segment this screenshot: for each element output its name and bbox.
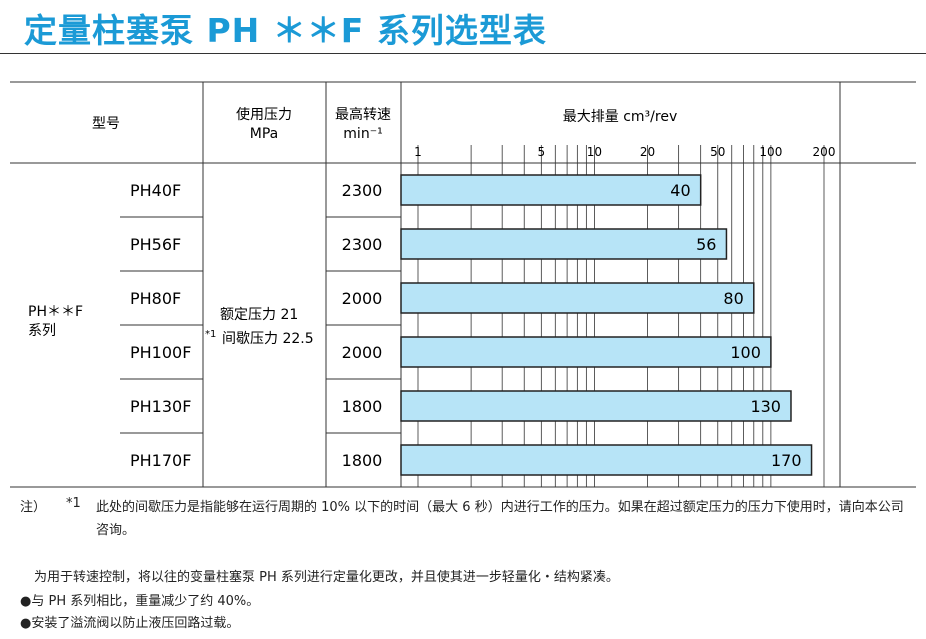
displacement-value: 56 — [696, 235, 716, 254]
x-tick-label: 10 — [587, 145, 602, 159]
series-label-line2: 系列 — [28, 323, 56, 339]
model-name: PH170F — [130, 451, 191, 470]
displacement-bar — [400, 444, 813, 476]
model-name: PH56F — [130, 235, 181, 254]
displacement-bar — [400, 174, 702, 206]
intermittent-pressure: 间歇压力 22.5 — [222, 331, 314, 347]
rated-pressure: 额定压力 21 — [220, 307, 298, 323]
header-speed-line1: 最高转速 — [335, 106, 391, 123]
max-speed-value: 2300 — [342, 181, 383, 200]
displacement-bar — [400, 282, 755, 314]
bullet-weight: ●与 PH 系列相比，重量减少了约 40%。 — [20, 594, 260, 609]
model-name: PH100F — [130, 343, 191, 362]
model-name: PH40F — [130, 181, 181, 200]
displacement-value: 130 — [750, 397, 781, 416]
model-name: PH80F — [130, 289, 181, 308]
selection-table: 型号 使用压力 MPa 最高转速 min⁻¹ 最大排量 cm³/rev 1 5 10… — [10, 81, 916, 488]
title-divider — [0, 53, 926, 54]
max-speed-value: 2000 — [342, 343, 383, 362]
footnote-tag: 注） — [20, 500, 47, 515]
displacement-value: 80 — [723, 289, 743, 308]
displacement-bar — [400, 228, 728, 260]
pressure-footnote-ref: *1 — [205, 329, 216, 340]
x-tick-label: 200 — [813, 145, 836, 159]
max-speed-value: 2300 — [342, 235, 383, 254]
series-label-line1: PH＊＊F — [28, 304, 83, 320]
x-tick-label: 20 — [640, 145, 655, 159]
x-tick-label: 1 — [414, 145, 422, 159]
table-rows: PH40F 2300 40 PH56F 2300 56 PH80F 2000 80 PH100F 2… — [130, 174, 813, 476]
max-speed-value: 1800 — [342, 397, 383, 416]
header-pressure-line1: 使用压力 — [236, 106, 292, 123]
header-displacement: 最大排量 cm³/rev — [563, 109, 677, 125]
max-speed-value: 2000 — [342, 289, 383, 308]
x-tick-label: 100 — [759, 145, 782, 159]
header-speed-line2: min⁻¹ — [343, 126, 382, 142]
displacement-value: 170 — [771, 451, 802, 470]
displacement-bar — [400, 336, 772, 368]
table-grid — [10, 81, 916, 488]
intro-text: 为用于转速控制，将以往的变量柱塞泵 PH 系列进行定量化更改，并且使其进一步轻量… — [34, 570, 619, 585]
x-tick-label: 50 — [710, 145, 725, 159]
displacement-bar — [400, 390, 792, 422]
header-pressure-line2: MPa — [250, 126, 278, 142]
model-name: PH130F — [130, 397, 191, 416]
x-tick-labels: 1 5 10 20 50 100 200 — [414, 145, 835, 159]
max-speed-value: 1800 — [342, 451, 383, 470]
displacement-value: 40 — [670, 181, 690, 200]
bullet-relief-valve: ●安装了溢流阀以防止液压回路过载。 — [20, 616, 240, 631]
x-tick-label: 5 — [538, 145, 546, 159]
footnote-ref: *1 — [66, 496, 81, 511]
footnote-text: 此处的间歇压力是指能够在运行周期的 10% 以下的时间（最大 6 秒）内进行工作… — [96, 500, 904, 538]
displacement-value: 100 — [730, 343, 761, 362]
header-model: 型号 — [92, 116, 120, 132]
page-title: 定量柱塞泵 PH ＊＊F 系列选型表 — [24, 11, 547, 50]
